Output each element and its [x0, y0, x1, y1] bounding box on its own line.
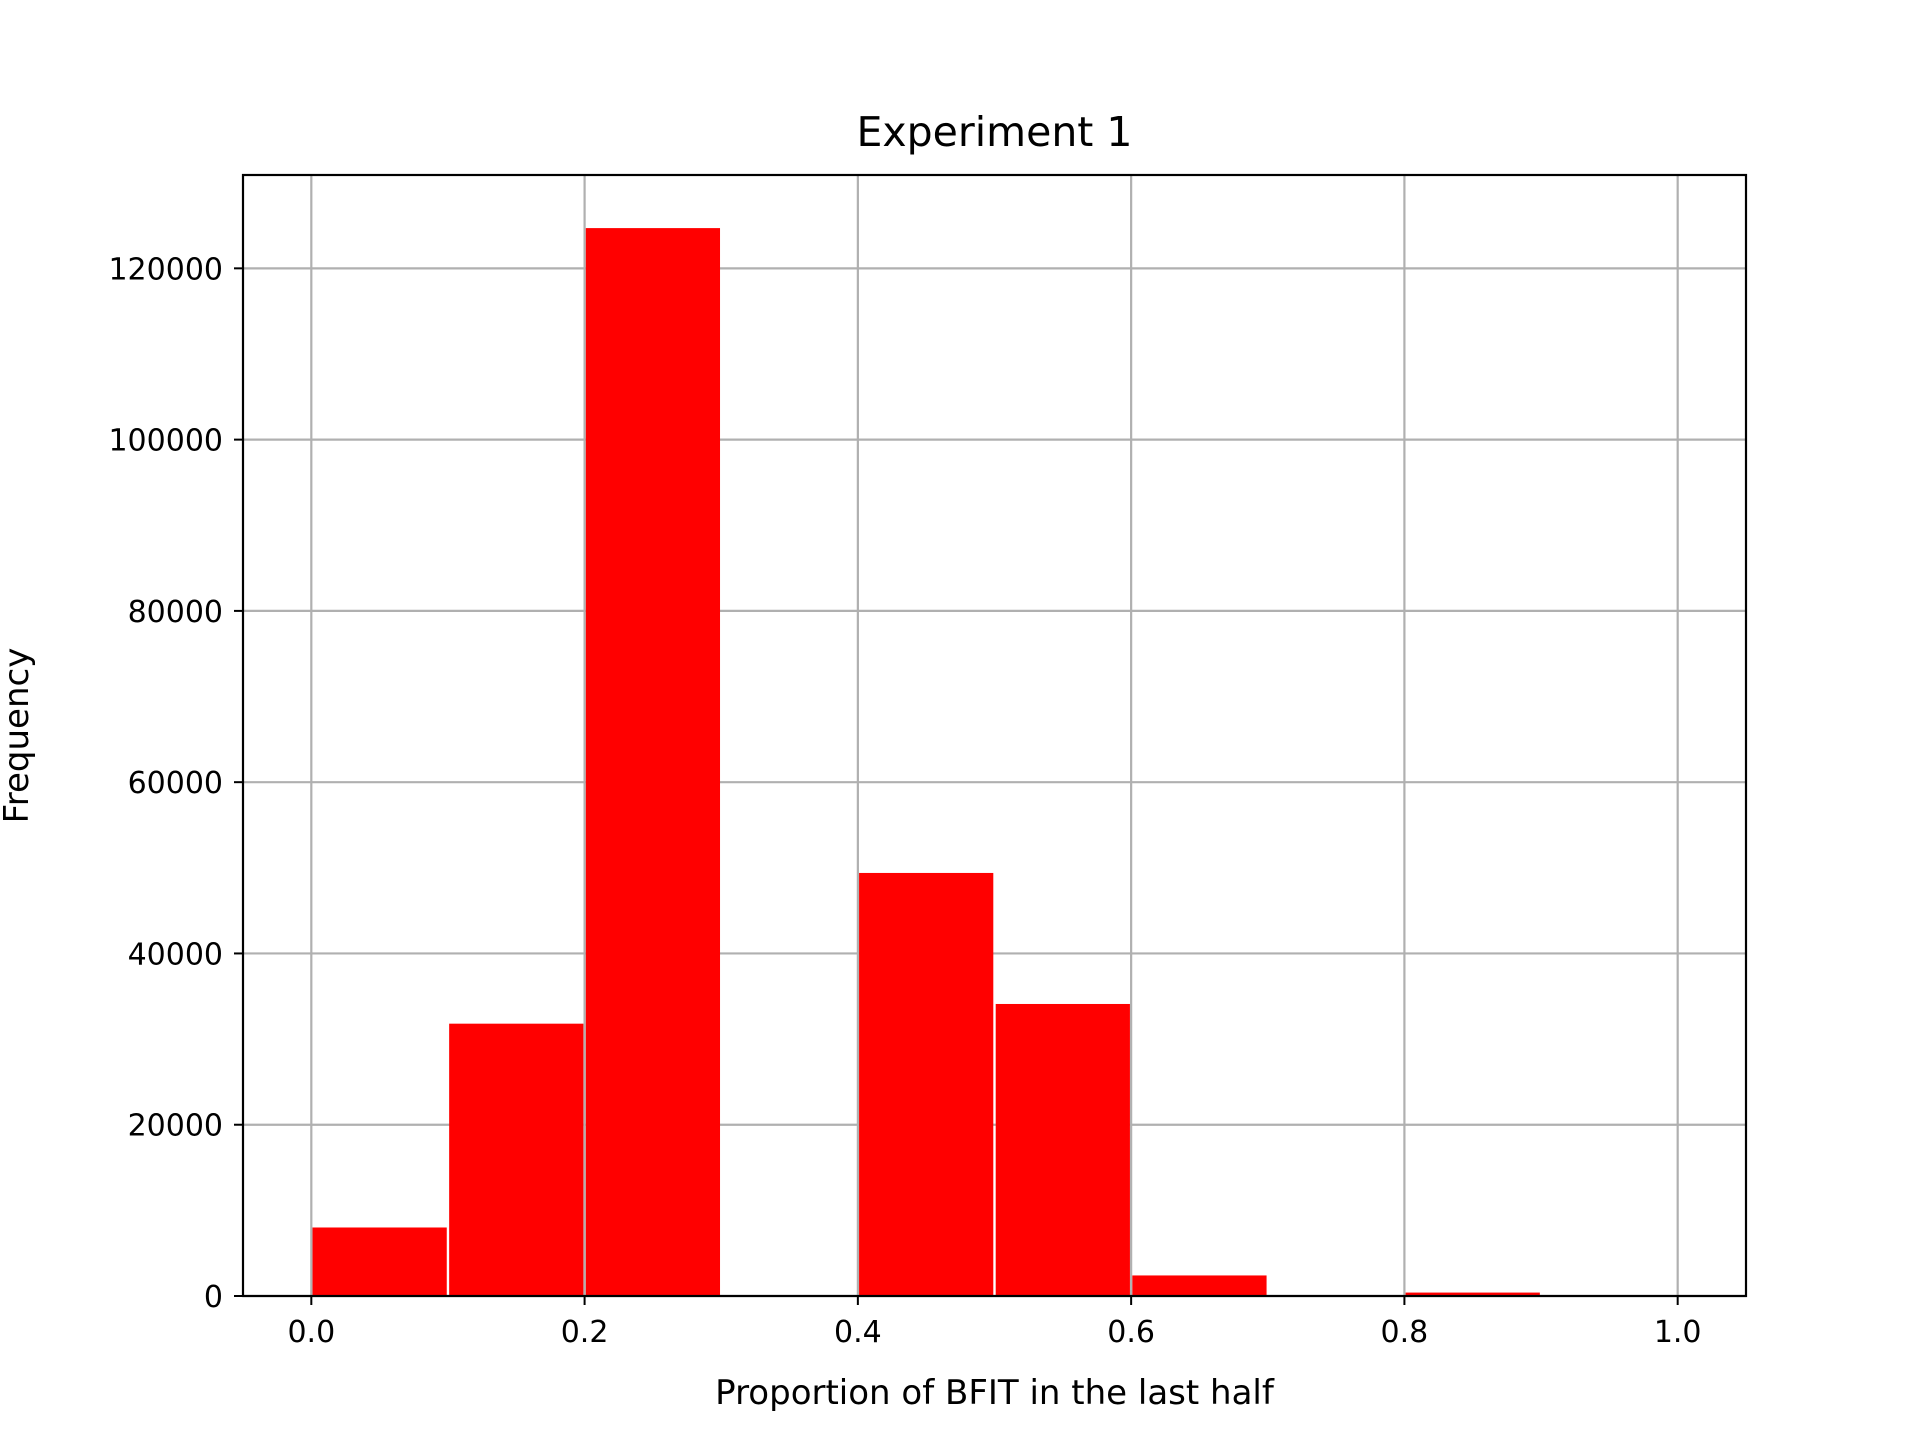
x-tick-label-4: 0.8: [1381, 1315, 1429, 1350]
x-tick-label-1: 0.2: [561, 1315, 609, 1350]
x-tick-label-5: 1.0: [1654, 1315, 1702, 1350]
grid-lines: [243, 175, 1746, 1298]
histogram-bar-4: [859, 872, 994, 1296]
x-axis-label: Proportion of BFIT in the last half: [715, 1373, 1275, 1413]
histogram-bars: [312, 228, 1540, 1297]
chart-title: Experiment 1: [856, 108, 1132, 156]
histogram-bar-8: [1405, 1292, 1540, 1296]
y-tick-label-2: 40000: [128, 937, 223, 972]
y-tick-label-3: 60000: [128, 766, 223, 801]
x-tick-label-2: 0.4: [834, 1315, 882, 1350]
y-tick-label-5: 100000: [108, 424, 223, 459]
axis-ticks: 0.0 0.2 0.4 0.6 0.8 1.0 0 20000 40000 60000 80000 1…: [108, 252, 1701, 1350]
histogram-bar-6: [1132, 1275, 1267, 1296]
y-tick-label-0: 0: [204, 1280, 223, 1315]
y-tick-label-4: 80000: [128, 595, 223, 630]
y-tick-label-6: 120000: [108, 252, 223, 287]
histogram-bar-5: [995, 1003, 1130, 1296]
histogram-bar-0: [312, 1227, 447, 1296]
plot-frame: [241, 173, 1748, 1298]
y-tick-label-1: 20000: [128, 1109, 223, 1144]
x-tick-label-0: 0.0: [287, 1315, 335, 1350]
y-axis-label: Frequency: [0, 648, 37, 824]
histogram-bar-1: [449, 1023, 584, 1296]
histogram-bar-2: [585, 228, 721, 1297]
x-tick-label-3: 0.6: [1107, 1315, 1155, 1350]
